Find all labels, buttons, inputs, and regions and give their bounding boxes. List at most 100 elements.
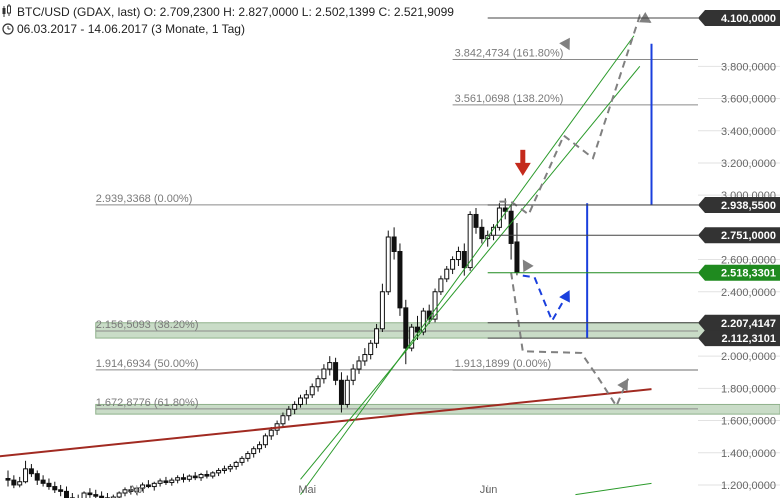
blue-arrow-rebound <box>559 290 570 303</box>
candle <box>28 464 34 477</box>
candle <box>350 364 356 386</box>
candle <box>210 471 216 479</box>
candle <box>69 493 75 498</box>
candle <box>356 356 362 374</box>
candle <box>409 323 415 352</box>
candle <box>257 441 263 453</box>
fib-label: 1.913,1899 (0.00%) <box>455 358 552 370</box>
price-tag: 2.112,3101 <box>487 330 780 347</box>
price-grid <box>698 65 780 486</box>
svg-text:2.938,5500: 2.938,5500 <box>721 200 776 212</box>
candle <box>221 465 227 474</box>
candle <box>315 375 321 392</box>
candle <box>204 470 210 479</box>
candle <box>77 494 79 498</box>
candle <box>374 323 380 349</box>
y-tick-label: 1.800,0000 <box>721 383 776 395</box>
candle <box>175 475 181 484</box>
candle <box>81 491 87 498</box>
grey-arrow-down-target <box>617 378 629 392</box>
candle <box>116 491 122 498</box>
candle <box>432 288 438 323</box>
candle <box>104 493 110 498</box>
candle <box>514 223 520 276</box>
candle <box>362 348 368 366</box>
candle <box>34 470 40 485</box>
candle <box>233 460 239 470</box>
fib-zone-0 <box>95 322 780 339</box>
grey-scenario-up <box>499 14 653 217</box>
y-tick-label: 2.600,0000 <box>721 255 776 267</box>
candle <box>379 283 385 332</box>
candle <box>333 357 339 386</box>
candle <box>140 482 146 492</box>
fib-levels: 3.842,4734 (161.80%) 3.561,0698 (138.20%)… <box>95 48 698 410</box>
candles <box>5 198 520 498</box>
fib-label: 2.156,5093 (38.20%) <box>96 319 199 331</box>
candle <box>368 340 374 360</box>
red-support-trendline <box>0 388 652 458</box>
green-trendline-flat <box>300 66 641 480</box>
candle <box>192 472 198 481</box>
y-tick-label: 2.400,0000 <box>721 287 776 299</box>
candle <box>87 488 93 498</box>
y-tick-label: 3.800,0000 <box>721 61 776 73</box>
candle <box>145 480 151 489</box>
candle <box>455 246 461 266</box>
fib-label: 3.561,0698 (138.20%) <box>455 93 564 105</box>
candle <box>391 227 397 260</box>
fib-label: 3.842,4734 (161.80%) <box>455 48 564 60</box>
candle <box>163 476 169 485</box>
fib-label: 1.914,6934 (50.00%) <box>96 358 199 370</box>
y-tick-label: 3.400,0000 <box>721 126 776 138</box>
candle <box>327 356 333 376</box>
candle <box>40 475 46 487</box>
grey-arrow-pullback <box>522 259 534 273</box>
trendlines <box>0 14 653 496</box>
candle <box>227 464 233 473</box>
price-tag: 2.938,5500 <box>487 197 780 214</box>
chart-period: 06.03.2017 - 14.06.2017 (3 Monate, 1 Tag… <box>17 22 245 36</box>
candle <box>64 486 69 498</box>
clock-icon <box>2 23 14 35</box>
candle <box>46 478 52 490</box>
candle <box>420 307 426 336</box>
candle <box>286 406 292 421</box>
candle <box>280 412 286 427</box>
candlestick-icon <box>2 4 11 17</box>
candle <box>298 394 303 408</box>
candle <box>58 484 64 497</box>
chart-header: BTC/USD (GDAX, last) O: 2.709,2300 H: 2.… <box>2 4 454 36</box>
candle <box>128 485 134 495</box>
candle <box>5 470 11 487</box>
candle <box>438 275 444 295</box>
candle <box>309 383 315 399</box>
blue-scenario <box>522 274 571 324</box>
candle <box>11 475 17 489</box>
price-tag: 2.518,3301 <box>487 264 780 281</box>
y-tick-label: 1.400,0000 <box>721 448 776 460</box>
x-tick-label: Mai <box>298 484 316 496</box>
candle <box>461 243 467 276</box>
candle <box>122 487 128 497</box>
green-trendline-steep <box>300 35 635 495</box>
candle <box>245 451 251 462</box>
candle <box>93 489 99 498</box>
svg-text:2.207,4147: 2.207,4147 <box>721 318 776 330</box>
candle <box>496 203 502 231</box>
candle <box>99 491 105 498</box>
candle <box>52 481 58 493</box>
candle <box>479 219 485 244</box>
candle <box>23 460 29 484</box>
scenario-arrows <box>514 11 652 392</box>
candle <box>251 446 257 458</box>
candle <box>397 243 403 316</box>
x-axis: Apr Mai Jun <box>129 484 498 496</box>
candle <box>450 256 456 275</box>
y-tick-label: 1.200,0000 <box>721 480 776 492</box>
candle <box>17 476 23 488</box>
x-tick-label: Apr <box>129 484 146 496</box>
y-tick-label: 3.200,0000 <box>721 158 776 170</box>
